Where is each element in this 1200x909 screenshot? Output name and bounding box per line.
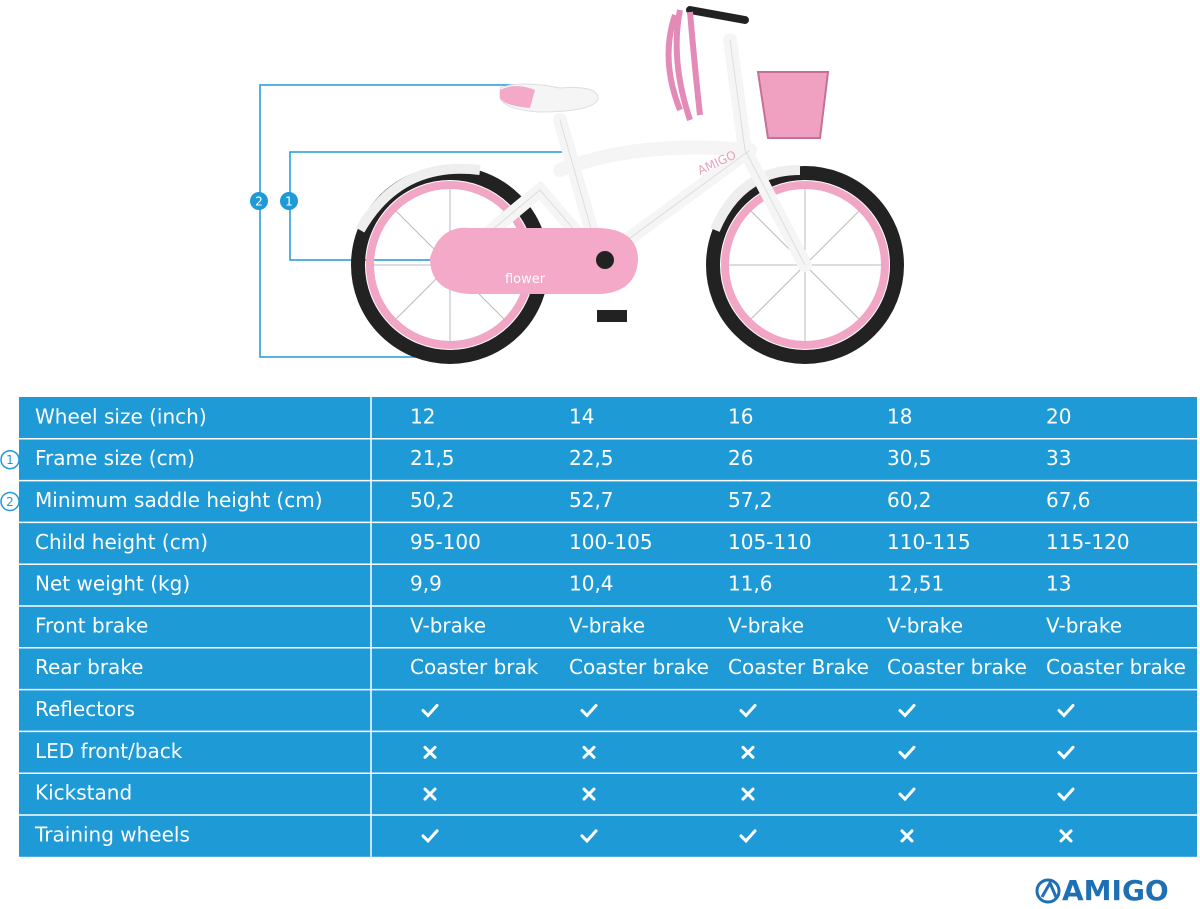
front-fender: [710, 165, 801, 232]
check-icon: [898, 745, 916, 760]
cell-value: 21,5: [410, 446, 455, 470]
cross-icon: [741, 787, 755, 801]
cell-value: V-brake: [887, 613, 963, 637]
cell-value: 10,4: [569, 572, 614, 596]
row-label: Frame size (cm): [35, 446, 195, 470]
cell-value: 22,5: [569, 446, 614, 470]
cell-value: 16: [728, 404, 753, 428]
check-icon: [898, 704, 916, 718]
handlebar: [686, 6, 749, 24]
logo-text: AMIGO: [1062, 874, 1169, 907]
cell-value: Coaster brake: [569, 655, 709, 679]
cell-value: 12,51: [887, 572, 944, 596]
cell-value: 13: [1046, 572, 1071, 596]
cell-value: 105-110: [728, 530, 812, 554]
cell-value: 33: [1046, 446, 1071, 470]
rear-fender: [355, 163, 481, 233]
chain-guard-text: flower: [505, 272, 546, 287]
logo: AMIGO: [1035, 874, 1169, 907]
cell-value: Coaster Brake: [728, 655, 869, 679]
logo-icon: [1035, 878, 1061, 904]
frame-outline: [449, 39, 806, 266]
cross-icon: [900, 829, 914, 843]
check-icon: [421, 704, 439, 718]
cross-icon: [582, 745, 596, 759]
cell-value: Coaster brake: [1046, 655, 1186, 679]
row-label: Kickstand: [35, 781, 132, 805]
check-icon: [1057, 704, 1075, 718]
row-marker-label: 1: [6, 453, 14, 467]
cell-value: 50,2: [410, 488, 455, 512]
cell-value: Coaster brak: [410, 655, 539, 679]
check-icon: [421, 829, 439, 844]
cell-value: 115-120: [1046, 530, 1130, 554]
front-tire: [706, 166, 904, 364]
cell-value: V-brake: [728, 613, 804, 637]
cell-value: 20: [1046, 404, 1071, 428]
row-marker-label: 2: [6, 495, 14, 509]
row-marker: [0, 449, 20, 470]
cross-icon: [1059, 829, 1073, 843]
check-icon: [580, 829, 598, 844]
row-label: Child height (cm): [35, 530, 208, 554]
cell-value: 60,2: [887, 488, 932, 512]
cell-value: 95-100: [410, 530, 481, 554]
table-background: [19, 397, 1197, 857]
check-icon: [898, 787, 916, 802]
cross-icon: [741, 745, 755, 759]
row-label: Training wheels: [34, 822, 190, 846]
cell-value: 18: [887, 404, 912, 428]
cell-value: 100-105: [569, 530, 653, 554]
cell-value: 14: [569, 404, 594, 428]
marker-label: 2: [255, 195, 263, 209]
dimension-line: [259, 84, 531, 358]
cell-value: 12: [410, 404, 435, 428]
chain-guard: [430, 227, 638, 294]
row-label: Rear brake: [35, 655, 144, 679]
cell-value: 52,7: [569, 488, 614, 512]
saddle-pink: [500, 86, 535, 108]
front-rim: [721, 181, 889, 349]
crank: [596, 251, 614, 269]
cell-value: 57,2: [728, 488, 773, 512]
marker-circle: [280, 192, 298, 210]
check-icon: [1057, 787, 1075, 802]
cell-value: 67,6: [1046, 488, 1091, 512]
cell-value: 110-115: [887, 530, 971, 554]
basket: [756, 71, 830, 139]
check-icon: [739, 829, 757, 844]
row-label: Minimum saddle height (cm): [35, 488, 323, 512]
streamers: [665, 9, 703, 121]
row-label: Net weight (kg): [35, 572, 190, 596]
row-label: Wheel size (inch): [35, 404, 207, 428]
cross-icon: [423, 787, 437, 801]
check-icon: [739, 704, 757, 718]
row-marker: [0, 491, 20, 512]
cell-value: V-brake: [569, 613, 645, 637]
row-label: Front brake: [35, 613, 148, 637]
cross-icon: [423, 745, 437, 759]
cell-value: 11,6: [728, 572, 773, 596]
bike-illustration: AMIGO flower 2 1: [250, 6, 904, 364]
logo-icon: [1040, 879, 1058, 898]
cell-value: Coaster brake: [887, 655, 1027, 679]
row-label: LED front/back: [35, 739, 183, 763]
check-icon: [580, 704, 598, 718]
row-label: Reflectors: [35, 697, 135, 721]
cell-value: 9,9: [410, 572, 442, 596]
cell-value: V-brake: [1046, 613, 1122, 637]
pedal: [597, 310, 627, 322]
marker-label: 1: [285, 195, 293, 209]
check-icon: [1057, 745, 1075, 760]
marker-circle: [250, 192, 268, 210]
cross-icon: [582, 787, 596, 801]
cell-value: V-brake: [410, 613, 486, 637]
cell-value: 30,5: [887, 446, 932, 470]
cell-value: 26: [728, 446, 753, 470]
